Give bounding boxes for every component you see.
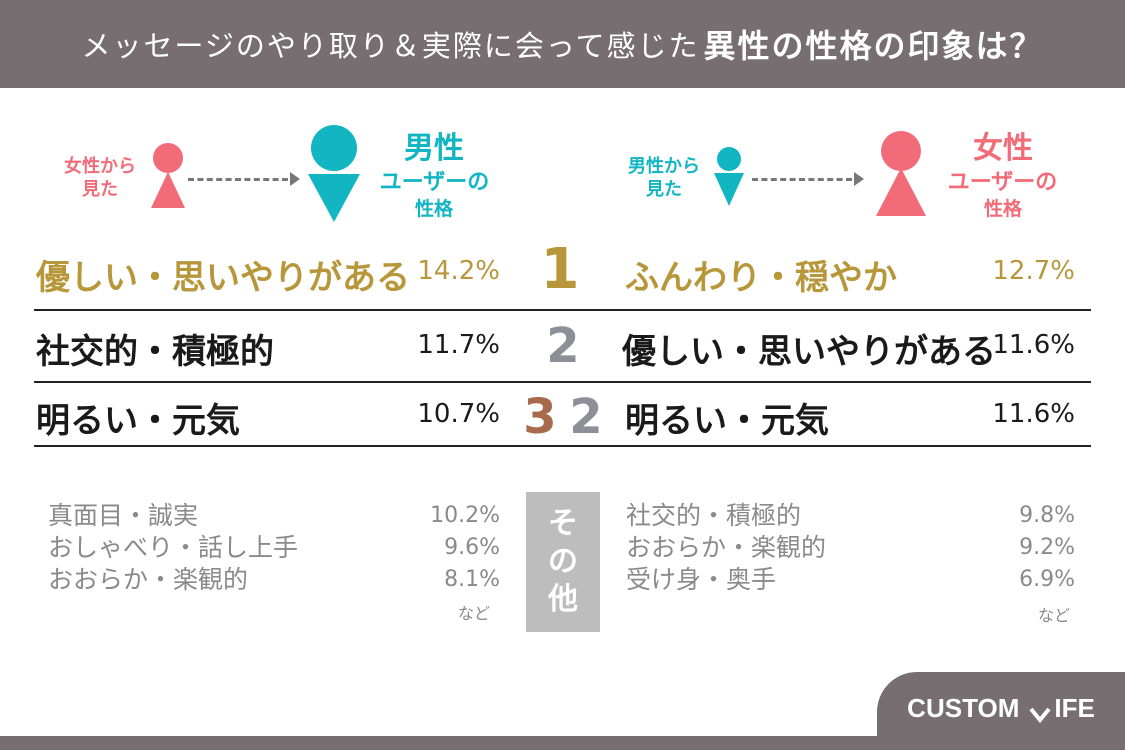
logo-text-2: IFE — [1054, 692, 1095, 723]
right-other-pct-3: 6.9% — [1019, 567, 1075, 592]
right-dashed-arrow — [752, 178, 852, 181]
others-label-box: そ の 他 — [526, 492, 600, 632]
others-label-char-3: 他 — [548, 582, 578, 617]
row-divider-2 — [34, 381, 1091, 383]
left-rank2-pct: 11.7% — [417, 330, 500, 360]
logo-text-1: CUSTOM — [907, 692, 1020, 723]
header-title-bold: 異性の性格の印象は？ — [703, 27, 1044, 65]
right-rank2-trait: 優しい・思いやりがある — [622, 332, 996, 372]
left-rank1-pct: 14.2% — [417, 256, 500, 286]
header-title: メッセージのやり取り＆実際に会って感じた — [81, 29, 700, 63]
left-subject-small: 性格 — [414, 198, 453, 220]
left-arrowhead-icon — [290, 172, 300, 186]
left-other-trait-3: おおらか・楽観的 — [48, 565, 249, 594]
right-etc-note: など — [1038, 606, 1071, 625]
left-subject-title: 男性 — [404, 131, 464, 166]
male-figure-icon — [308, 125, 360, 222]
right-rank1-pct: 12.7% — [992, 256, 1075, 286]
left-etc-note: など — [458, 604, 491, 623]
left-other-trait-2: おしゃべり・話し上手 — [48, 533, 299, 562]
left-rank1-trait: 優しい・思いやりがある — [36, 258, 410, 298]
logo-mark-icon — [1029, 699, 1051, 724]
rank-1-number: 1 — [540, 237, 580, 302]
right-arrowhead-icon — [854, 172, 864, 186]
right-other-trait-1: 社交的・積極的 — [626, 501, 802, 530]
others-label-char-2: の — [548, 544, 578, 579]
right-rank3-pct: 11.6% — [992, 399, 1075, 429]
right-other-trait-3: 受け身・奥手 — [626, 565, 777, 594]
right-viewer-label: 男性から 見た — [614, 155, 714, 201]
right-other-pct-1: 9.8% — [1019, 503, 1075, 528]
left-viewer-label-line1: 女性から — [64, 156, 136, 177]
left-subject-sub: ユーザーの — [379, 170, 490, 195]
row-divider-3 — [34, 445, 1091, 447]
left-rank2-trait: 社交的・積極的 — [36, 332, 274, 372]
left-viewer-label-line2: 見た — [82, 179, 118, 200]
right-other-pct-2: 9.2% — [1019, 535, 1075, 560]
others-label-char-1: そ — [548, 506, 578, 541]
left-other-pct-1: 10.2% — [430, 503, 500, 528]
right-rank1-trait: ふんわり・穏やか — [625, 258, 897, 298]
rank-2-number: 2 — [546, 318, 580, 374]
row-divider-1 — [34, 309, 1091, 311]
right-subject-title: 女性 — [973, 131, 1033, 166]
left-dashed-arrow — [188, 178, 288, 181]
right-rank2-pct: 11.6% — [992, 330, 1075, 360]
header-banner: メッセージのやり取り＆実際に会って感じた 異性の性格の印象は？ — [0, 0, 1125, 88]
female-figure-icon — [151, 143, 185, 208]
bottom-bar — [0, 736, 1125, 750]
rank-2-right-number: 2 — [569, 389, 603, 445]
left-other-pct-2: 9.6% — [444, 535, 500, 560]
brand-logo: CUSTOM IFE — [877, 672, 1125, 750]
left-rank3-trait: 明るい・元気 — [36, 401, 240, 441]
right-other-trait-2: おおらか・楽観的 — [626, 533, 827, 562]
rank-3-left-number: 3 — [523, 389, 557, 445]
left-viewer-label: 女性から 見た — [50, 155, 150, 201]
right-viewer-label-line2: 見た — [646, 179, 682, 200]
right-viewer-label-line1: 男性から — [628, 156, 700, 177]
right-subject-small: 性格 — [983, 198, 1022, 220]
right-rank3-trait: 明るい・元気 — [625, 401, 829, 441]
left-rank3-pct: 10.7% — [417, 399, 500, 429]
right-subject-sub: ユーザーの — [947, 170, 1058, 195]
female-figure-large-icon — [876, 131, 926, 216]
left-other-pct-3: 8.1% — [444, 567, 500, 592]
male-figure-small-icon — [714, 147, 744, 206]
left-other-trait-1: 真面目・誠実 — [48, 501, 199, 530]
